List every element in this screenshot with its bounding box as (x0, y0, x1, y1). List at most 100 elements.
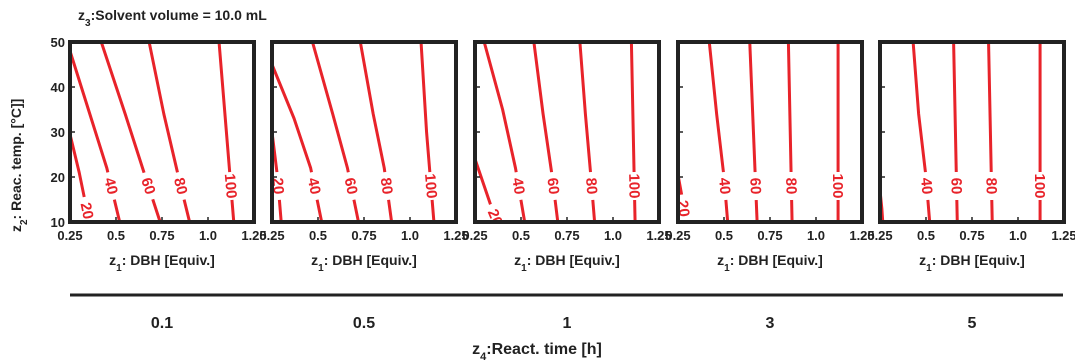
contour-label: 40 (917, 177, 935, 195)
contour-label-bg (169, 170, 192, 202)
x-tick-label: 1.0 (401, 228, 419, 243)
x-tick-label: 0.25 (867, 228, 892, 243)
x-tick-label: 0.5 (309, 228, 327, 243)
contour-label: 40 (100, 176, 120, 196)
contour-label: 100 (1031, 173, 1048, 198)
contour-label-bg (582, 171, 601, 201)
contour-label-bg (830, 172, 847, 200)
x-tick-label: 0.25 (57, 228, 82, 243)
x-tick-label: 0.75 (757, 228, 782, 243)
x-tick-label: 0.5 (107, 228, 125, 243)
outer-axis-label: z4:React. time [h] (472, 341, 602, 363)
y-tick-label: 30 (51, 125, 65, 140)
panel-contours: 40 60 80 100 (880, 42, 1049, 222)
x-axis-label-var: z (717, 252, 724, 268)
contour-label: 80 (377, 177, 396, 196)
x-axis-label-sub: 1 (116, 263, 122, 274)
x-tick-label: 0.75 (351, 228, 376, 243)
contour-label-bg (482, 201, 508, 222)
y-axis-label-var: z (8, 225, 24, 232)
x-axis-label-var: z (514, 252, 521, 268)
x-tick-label: 1.0 (199, 228, 217, 243)
contour-label: 40 (508, 176, 528, 195)
contour-label: 80 (982, 177, 999, 194)
x-axis-label-sub: 1 (318, 263, 324, 274)
contour-label-bg (917, 171, 936, 201)
x-axis-label: z1: DBH [Equiv.] (109, 252, 215, 274)
contour-label: 20 (77, 201, 97, 221)
contour-label-bg (100, 170, 123, 202)
contour-label-bg (715, 171, 734, 201)
y-tick-label: 20 (51, 170, 65, 185)
x-tick-label: 0.75 (959, 228, 984, 243)
contour-label-bg (421, 171, 441, 201)
contour-line (99, 42, 162, 222)
contour-label-bg (543, 171, 564, 201)
contour-label-bg (221, 171, 240, 201)
contour-label: 40 (304, 176, 324, 196)
y-axis-label: z2: Reac. temp. [°C]] (8, 99, 30, 232)
y-axis-label-rest: : Reac. temp. [°C]] (8, 99, 24, 220)
figure-title-sub: 3 (85, 18, 91, 29)
contour-label-bg (508, 170, 529, 202)
x-tick-label: 1.0 (807, 228, 825, 243)
contour-label: 40 (715, 177, 733, 195)
contour-label: 60 (543, 177, 562, 196)
contour-label-bg (626, 171, 643, 201)
x-axis-label: z1: DBH [Equiv.] (919, 252, 1025, 274)
x-axis-label-sub: 1 (521, 263, 527, 274)
contour-label: 60 (341, 176, 361, 196)
x-tick-label: 1.25 (1051, 228, 1075, 243)
outer-axis-label-var: z (472, 341, 480, 358)
outer-axis-category: 3 (766, 315, 775, 332)
x-axis-label-var: z (919, 252, 926, 268)
x-axis-label-var: z (109, 252, 116, 268)
x-axis-label: z1: DBH [Equiv.] (311, 252, 417, 274)
contour-label: 60 (947, 177, 964, 194)
contour-label-bg (1032, 172, 1049, 200)
x-tick-label: 0.5 (512, 228, 530, 243)
contour-label: 20 (484, 207, 506, 229)
contour-label: 20 (673, 199, 692, 218)
contour-label-bg (983, 171, 1000, 201)
panel-2: 20 40 60 80 100 0.25 0.5 0.75 1.0 1.25 z1: DBH [Eq… (259, 40, 469, 274)
x-tick-label: 1.25 (849, 228, 874, 243)
x-tick-label: 0.5 (715, 228, 733, 243)
x-axis-label-rest: : DBH [Equiv.] (730, 252, 823, 268)
contour-label-bg (376, 171, 397, 201)
x-axis-label: z1: DBH [Equiv.] (514, 252, 620, 274)
x-tick-label: 0.75 (149, 228, 174, 243)
contour-label-bg (76, 195, 98, 222)
contour-label: 100 (221, 173, 240, 199)
contour-label: 80 (582, 177, 600, 195)
x-tick-label: 1.25 (241, 228, 266, 243)
figure-title: z3:Solvent volume = 10.0 mL (78, 7, 267, 29)
contour-label: 100 (829, 173, 846, 198)
y-tick-label: 50 (51, 35, 65, 50)
contour-label: 80 (170, 176, 190, 196)
outer-axis-category: 0.5 (353, 315, 375, 332)
contour-label: 80 (782, 177, 799, 194)
contour-label-bg (747, 171, 765, 201)
contour-label: 100 (625, 173, 643, 198)
outer-axis-label-sub: 4 (480, 351, 487, 363)
x-tick-label: 0.5 (917, 228, 935, 243)
panel-4: 20 40 60 80 100 0.25 0.5 0.75 1.0 1.25 z1: DBH [Eq… (665, 40, 875, 274)
x-axis-label-rest: : DBH [Equiv.] (527, 252, 620, 268)
x-tick-label: 1.25 (646, 228, 671, 243)
x-tick-label: 0.75 (554, 228, 579, 243)
contour-label-bg (783, 171, 800, 201)
x-axis-label-sub: 1 (926, 263, 932, 274)
contour-label-bg (303, 170, 325, 202)
contour-label: 20 (269, 177, 287, 195)
outer-axis-category: 1 (563, 315, 572, 332)
x-tick-label: 1.0 (604, 228, 622, 243)
x-axis-label-rest: : DBH [Equiv.] (324, 252, 417, 268)
x-axis-label-rest: : DBH [Equiv.] (932, 252, 1025, 268)
contour-label-bg (136, 170, 161, 202)
